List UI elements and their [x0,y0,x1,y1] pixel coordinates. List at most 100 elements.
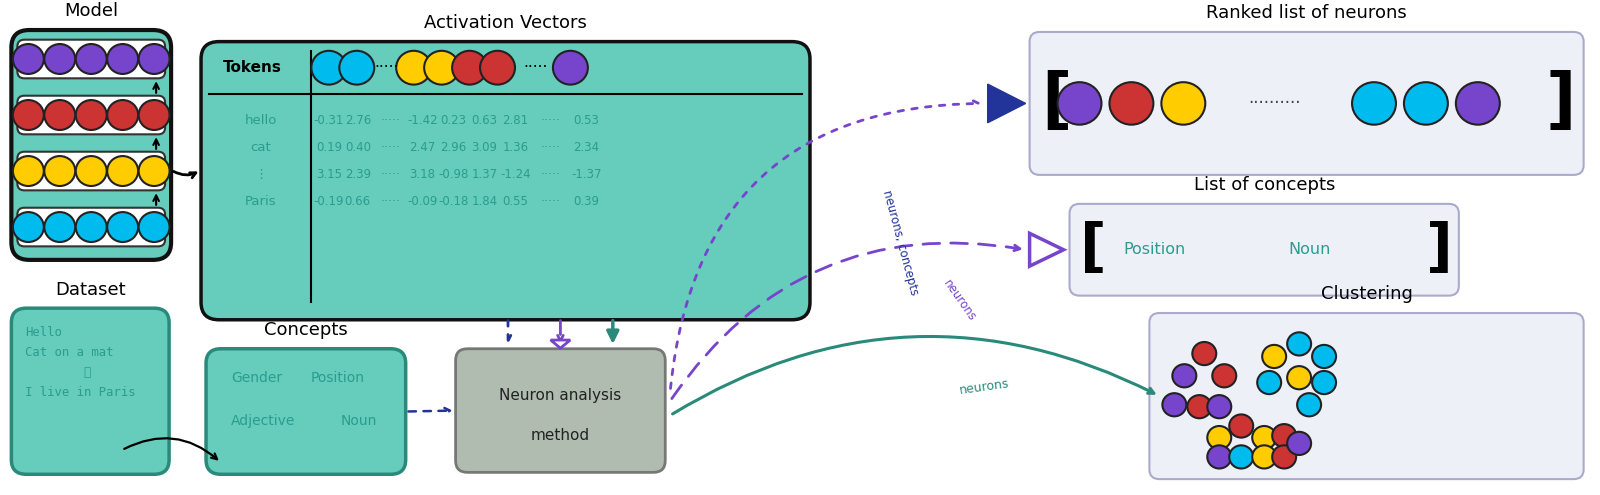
Text: Gender: Gender [230,371,282,385]
Circle shape [13,100,43,130]
Circle shape [139,156,170,186]
Text: [: [ [1080,221,1106,278]
Text: Model: Model [64,2,118,20]
Text: 0.53: 0.53 [573,114,600,127]
Text: 2.81: 2.81 [502,114,528,127]
Text: 3.18: 3.18 [410,168,435,181]
Text: Position: Position [1123,242,1186,257]
Text: 0.39: 0.39 [573,196,600,208]
Circle shape [13,156,43,186]
Text: -1.37: -1.37 [571,168,602,181]
Text: ·····: ····· [381,168,400,181]
Text: 2.39: 2.39 [344,168,371,181]
Circle shape [75,44,107,74]
Circle shape [107,100,138,130]
Circle shape [1173,364,1197,388]
Circle shape [339,51,374,85]
Text: ·····: ····· [523,60,547,75]
FancyBboxPatch shape [1069,204,1459,296]
Text: ·····: ····· [381,114,400,127]
Text: 1.84: 1.84 [472,196,498,208]
Text: 2.96: 2.96 [440,142,467,154]
FancyBboxPatch shape [11,30,171,260]
Text: -0.31: -0.31 [314,114,344,127]
Text: ··········: ·········· [1248,95,1301,112]
Circle shape [75,156,107,186]
Text: method: method [531,428,590,443]
Text: 2.34: 2.34 [573,142,600,154]
Text: Activation Vectors: Activation Vectors [424,14,587,32]
Text: -0.09: -0.09 [408,196,438,208]
Text: 2.47: 2.47 [410,142,435,154]
Polygon shape [1030,233,1064,266]
Circle shape [1162,393,1186,416]
Circle shape [1253,426,1277,449]
Circle shape [1298,393,1322,416]
Circle shape [13,44,43,74]
FancyBboxPatch shape [18,96,165,134]
Circle shape [13,212,43,242]
Circle shape [1312,345,1336,368]
Circle shape [1272,446,1296,468]
Circle shape [107,212,138,242]
Circle shape [1258,371,1282,394]
Text: 0.40: 0.40 [344,142,371,154]
FancyBboxPatch shape [18,208,165,247]
Text: 1.37: 1.37 [472,168,498,181]
Polygon shape [550,340,570,348]
Circle shape [1286,366,1310,389]
Text: -1.42: -1.42 [408,114,438,127]
Text: ·····: ····· [374,60,398,75]
Text: hello: hello [245,114,277,127]
Circle shape [1229,414,1253,438]
Circle shape [45,156,75,186]
Text: neurons: neurons [941,277,979,324]
Text: Noun: Noun [341,414,378,428]
Circle shape [45,100,75,130]
Text: ·····: ····· [541,142,560,154]
Circle shape [1213,364,1237,388]
Text: [: [ [1042,70,1072,137]
Circle shape [1456,82,1499,125]
Circle shape [424,51,459,85]
Text: ·····: ····· [541,168,560,181]
Circle shape [554,51,587,85]
Circle shape [480,51,515,85]
Circle shape [1272,424,1296,447]
Text: Noun: Noun [1288,242,1330,257]
Circle shape [1229,446,1253,468]
Text: 0.66: 0.66 [344,196,371,208]
Text: 3.15: 3.15 [315,168,342,181]
Text: Neuron analysis: Neuron analysis [499,388,621,403]
Circle shape [453,51,486,85]
FancyBboxPatch shape [1030,32,1584,175]
Text: Paris: Paris [245,196,277,208]
Text: neurons: neurons [958,377,1011,397]
Text: Ranked list of neurons: Ranked list of neurons [1206,4,1406,22]
Circle shape [312,51,346,85]
Text: 0.55: 0.55 [502,196,528,208]
Text: -1.24: -1.24 [501,168,531,181]
Text: 0.23: 0.23 [440,114,467,127]
Circle shape [107,44,138,74]
Circle shape [1286,432,1310,455]
Circle shape [1162,82,1205,125]
Text: ]: ] [1546,70,1576,137]
Circle shape [75,100,107,130]
FancyBboxPatch shape [456,349,666,472]
Circle shape [1058,82,1101,125]
Text: Clustering: Clustering [1320,285,1413,303]
Text: 3.09: 3.09 [472,142,498,154]
FancyBboxPatch shape [202,42,810,320]
Text: neurons, concepts: neurons, concepts [880,189,920,297]
Circle shape [1403,82,1448,125]
Circle shape [107,156,138,186]
Text: 2.76: 2.76 [344,114,371,127]
Circle shape [1262,345,1286,368]
Circle shape [397,51,430,85]
Text: 0.63: 0.63 [472,114,498,127]
Circle shape [1286,332,1310,355]
Circle shape [1312,371,1336,394]
Circle shape [1208,426,1232,449]
Text: ]: ] [1426,221,1453,278]
